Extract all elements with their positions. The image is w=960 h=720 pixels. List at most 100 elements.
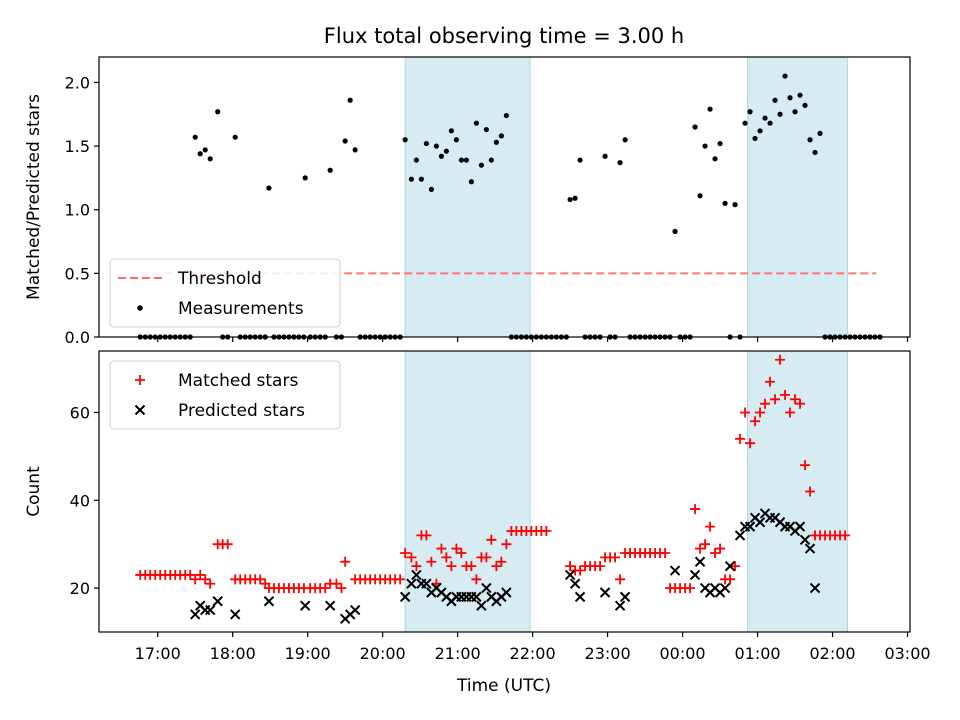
legend-box bbox=[109, 258, 341, 328]
matched-star-point bbox=[790, 394, 801, 405]
measurement-point bbox=[762, 115, 768, 121]
predicted-star-point bbox=[569, 578, 581, 589]
matched-star-point bbox=[491, 561, 502, 572]
x-tick-label: 23:00 bbox=[585, 644, 631, 663]
legend-label: Predicted stars bbox=[178, 401, 305, 421]
measurement-point bbox=[787, 95, 793, 101]
legend-label: Measurements bbox=[178, 299, 304, 319]
matched-star-point bbox=[446, 561, 457, 572]
measurement-point bbox=[802, 102, 808, 108]
predicted-star-point bbox=[754, 517, 766, 528]
matched-star-point bbox=[690, 504, 701, 515]
matched-star-point bbox=[471, 574, 482, 585]
matched-star-point bbox=[760, 398, 771, 409]
bottom-series-matched-stars bbox=[135, 354, 851, 594]
matched-star-point bbox=[400, 547, 411, 558]
measurement-point bbox=[408, 176, 415, 182]
x-tick-label: 01:00 bbox=[734, 644, 780, 663]
matched-star-point bbox=[486, 534, 497, 545]
measurement-point bbox=[602, 153, 608, 159]
measurement-point bbox=[352, 147, 358, 153]
measurement-point bbox=[192, 134, 198, 140]
top-y-axis-label: Matched/Predicted stars bbox=[24, 94, 44, 300]
x-tick-label: 00:00 bbox=[660, 644, 706, 663]
matched-star-point bbox=[255, 574, 266, 585]
matched-star-point bbox=[840, 530, 851, 541]
predicted-star-point bbox=[205, 604, 216, 616]
predicted-star-point bbox=[574, 591, 586, 603]
x-tick-label: 02:00 bbox=[809, 644, 855, 663]
matched-star-point bbox=[660, 547, 671, 558]
bottom-y-tick-label: 60 bbox=[70, 403, 90, 422]
measurement-point bbox=[732, 202, 738, 208]
matched-star-point bbox=[406, 552, 417, 563]
matched-star-point bbox=[185, 569, 196, 580]
measurement-point bbox=[747, 109, 753, 115]
measurement-point bbox=[488, 157, 494, 163]
measurement-point bbox=[572, 195, 578, 201]
top-y-tick-label: 1.5 bbox=[65, 137, 90, 156]
legend-box bbox=[109, 360, 341, 430]
top-legend: Threshold Measurements bbox=[109, 258, 341, 328]
matched-star-point bbox=[705, 521, 716, 532]
predicted-star-point bbox=[794, 521, 806, 532]
measurement-point bbox=[697, 193, 703, 199]
measurement-point bbox=[772, 97, 778, 103]
legend-measurement-handle bbox=[137, 305, 143, 311]
predicted-star-point bbox=[263, 596, 275, 607]
measurement-point bbox=[702, 143, 708, 149]
measurement-point bbox=[807, 137, 813, 143]
legend-label: Threshold bbox=[177, 269, 262, 289]
matched-star-point bbox=[745, 438, 756, 449]
measurement-point bbox=[215, 109, 221, 115]
predicted-star-point bbox=[399, 591, 411, 603]
bottom-legend: Matched stars Predicted stars bbox=[109, 360, 341, 430]
measurement-point bbox=[757, 128, 763, 134]
predicted-star-point bbox=[299, 600, 311, 611]
matched-star-point bbox=[740, 407, 751, 418]
matched-star-point bbox=[426, 556, 437, 567]
measurement-point bbox=[458, 157, 464, 163]
bottom-shaded-span bbox=[404, 350, 531, 633]
measurement-point bbox=[717, 140, 723, 147]
predicted-star-point bbox=[230, 609, 241, 620]
matched-star-point bbox=[331, 578, 342, 589]
measurement-point bbox=[672, 228, 678, 234]
matched-star-point bbox=[715, 543, 726, 554]
measurement-point bbox=[498, 133, 504, 139]
measurement-point bbox=[567, 196, 573, 203]
matched-star-point bbox=[501, 539, 512, 550]
measurement-point bbox=[402, 137, 408, 143]
bottom-y-tick-label: 20 bbox=[70, 579, 90, 598]
measurement-point bbox=[577, 157, 583, 163]
matched-star-point bbox=[451, 543, 462, 554]
measurement-point bbox=[797, 92, 803, 98]
legend-matched-handle bbox=[135, 375, 145, 385]
measurement-point bbox=[712, 156, 718, 162]
measurement-point bbox=[622, 137, 628, 143]
matched-star-point bbox=[695, 543, 706, 554]
measurement-point bbox=[483, 126, 489, 133]
matched-star-point bbox=[200, 574, 211, 585]
predicted-star-point bbox=[619, 591, 631, 603]
matched-star-point bbox=[775, 354, 786, 365]
matched-star-point bbox=[481, 552, 492, 563]
matched-star-point bbox=[421, 530, 432, 541]
measurement-point bbox=[767, 120, 773, 126]
bottom-shaded-span bbox=[747, 350, 849, 633]
matched-star-point bbox=[436, 543, 447, 554]
matched-star-point bbox=[222, 539, 233, 550]
predicted-star-point bbox=[411, 569, 422, 581]
measurement-point bbox=[493, 139, 499, 145]
matched-star-point bbox=[685, 583, 696, 594]
measurement-point bbox=[782, 73, 788, 79]
measurement-point bbox=[433, 143, 439, 149]
matched-star-point bbox=[205, 578, 216, 589]
x-tick-label: 17:00 bbox=[135, 644, 181, 663]
predicted-star-point bbox=[689, 569, 701, 581]
matched-star-point bbox=[795, 398, 806, 409]
matched-star-point bbox=[725, 574, 736, 585]
matched-star-point bbox=[750, 416, 761, 427]
matched-star-point bbox=[610, 552, 621, 563]
